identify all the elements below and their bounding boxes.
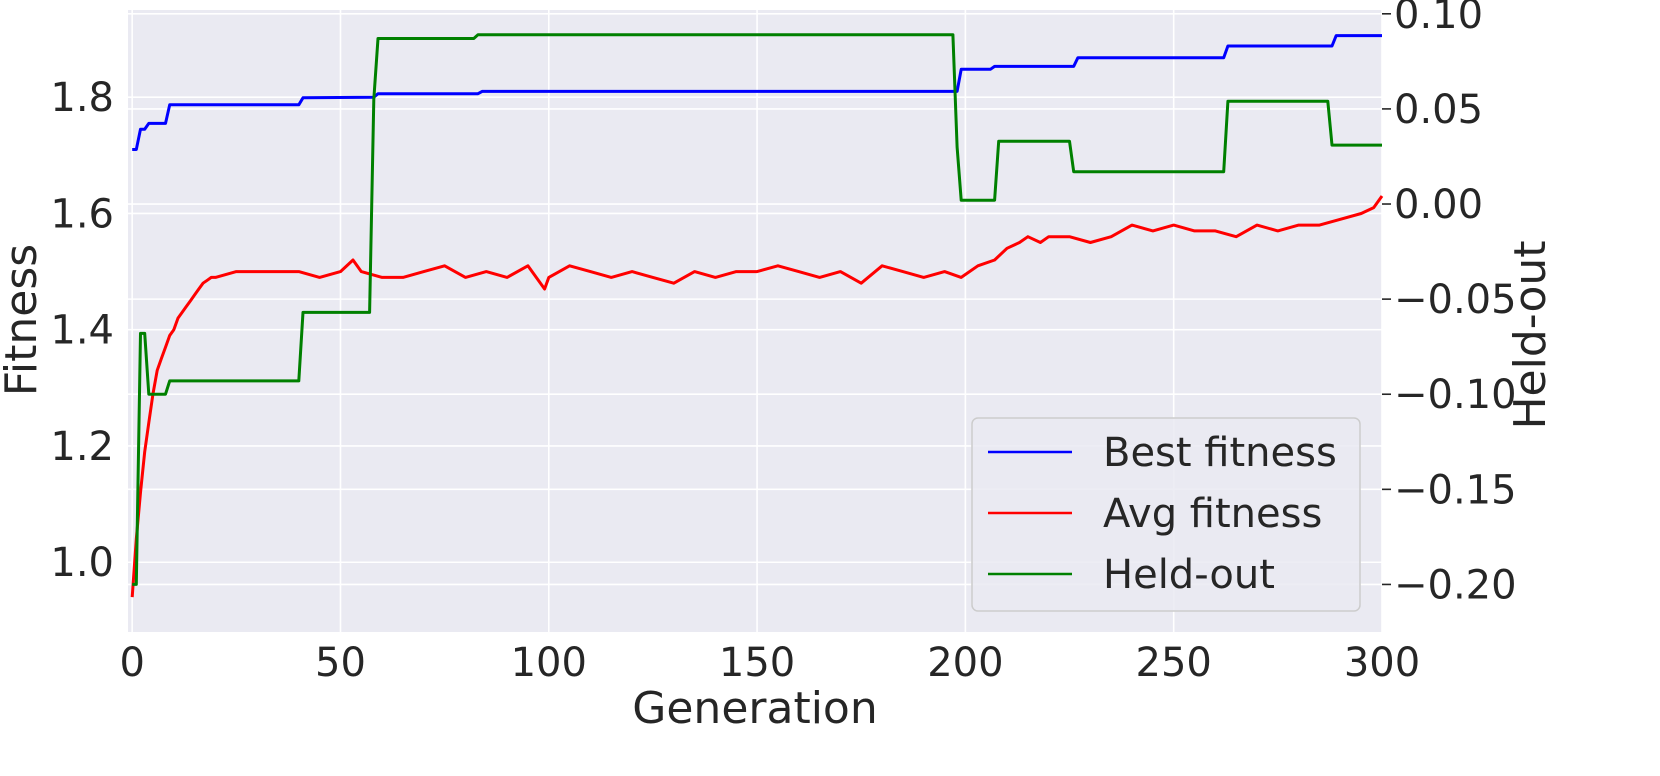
series-layer <box>130 33 1384 598</box>
y2-tick-labels: −0.20 −0.15 −0.10 −0.05 0.00 0.05 0.10 <box>1382 0 1517 608</box>
y-gridlines <box>128 13 1382 586</box>
series-line-best-fitness <box>132 34 1382 151</box>
legend-label-held-out: Held-out <box>1103 552 1275 598</box>
y-tick-label: 1.6 <box>50 191 114 237</box>
y-axis-label: Fitness <box>0 244 47 396</box>
y-tick-label: 1.0 <box>50 540 114 586</box>
y2-tick-label: 0.05 <box>1394 87 1483 133</box>
series-line-avg-fitness <box>130 195 1384 598</box>
series-line-held-out <box>132 33 1382 586</box>
legend: Best fitness Avg fitness Held-out <box>971 417 1361 612</box>
x-tick-label: 50 <box>315 640 366 686</box>
y-tick-label: 1.8 <box>50 75 114 121</box>
y2-tick-label: −0.20 <box>1394 562 1517 608</box>
y2-tick-label: −0.10 <box>1394 372 1517 418</box>
x-tick-label: 300 <box>1344 640 1420 686</box>
x-tick-label: 250 <box>1136 640 1212 686</box>
y2-tick-label: 0.10 <box>1394 0 1483 38</box>
x-tick-label: 100 <box>511 640 587 686</box>
x-tick-label: 0 <box>119 640 144 686</box>
legend-label-avg-fitness: Avg fitness <box>1103 491 1322 537</box>
y-tick-label: 1.2 <box>50 424 114 470</box>
y-tick-labels: 1.0 1.2 1.4 1.6 1.8 <box>50 75 114 586</box>
y2-axis-label: Held-out <box>1505 240 1556 429</box>
legend-box <box>971 417 1361 612</box>
x-axis-label: Generation <box>632 683 877 734</box>
x-tick-labels: 0 50 100 150 200 250 300 <box>119 640 1420 686</box>
x-tick-label: 200 <box>927 640 1003 686</box>
y2-tick-label: −0.05 <box>1394 277 1517 323</box>
y2-tick-label: −0.15 <box>1394 467 1517 513</box>
y-tick-label: 1.4 <box>50 308 114 354</box>
y2-tick-label: 0.00 <box>1394 182 1483 228</box>
x-tick-label: 150 <box>719 640 795 686</box>
legend-label-best-fitness: Best fitness <box>1103 430 1337 476</box>
